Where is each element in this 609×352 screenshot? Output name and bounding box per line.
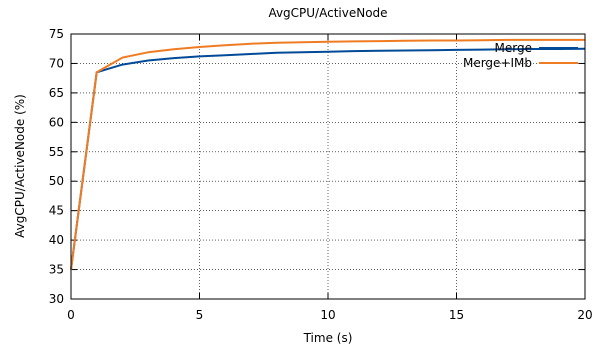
plot-frame [70,33,586,300]
chart-title: AvgCPU/ActiveNode [268,6,387,20]
y-tick-label: 60 [49,115,64,129]
y-tick-label: 30 [49,292,64,306]
x-tick-label: 10 [320,308,335,322]
grid-lines [71,34,585,299]
data-series [70,38,586,270]
legend-label: Merge [495,41,532,55]
y-tick-label: 50 [49,174,64,188]
legend-label: Merge+IMb [463,56,532,70]
axis-ticks: 30 35 40 45 50 55 60 65 70 75 0 5 10 15 20 [49,27,593,322]
y-tick-label: 35 [49,263,64,277]
x-axis-label: Time (s) [303,331,353,345]
y-tick-label: 75 [49,27,64,41]
x-tick-label: 5 [196,308,204,322]
y-tick-label: 40 [49,233,64,247]
series-line-2 [70,38,585,270]
y-tick-label: 65 [49,86,64,100]
y-axis-label: AvgCPU/ActiveNode (%) [13,94,27,238]
x-tick-label: 15 [449,308,464,322]
x-tick-label: 0 [67,308,75,322]
x-tick-label: 20 [577,308,592,322]
y-tick-label: 70 [49,56,64,70]
y-tick-label: 45 [49,204,64,218]
series-line-1 [70,47,586,270]
y-tick-label: 55 [49,145,64,159]
